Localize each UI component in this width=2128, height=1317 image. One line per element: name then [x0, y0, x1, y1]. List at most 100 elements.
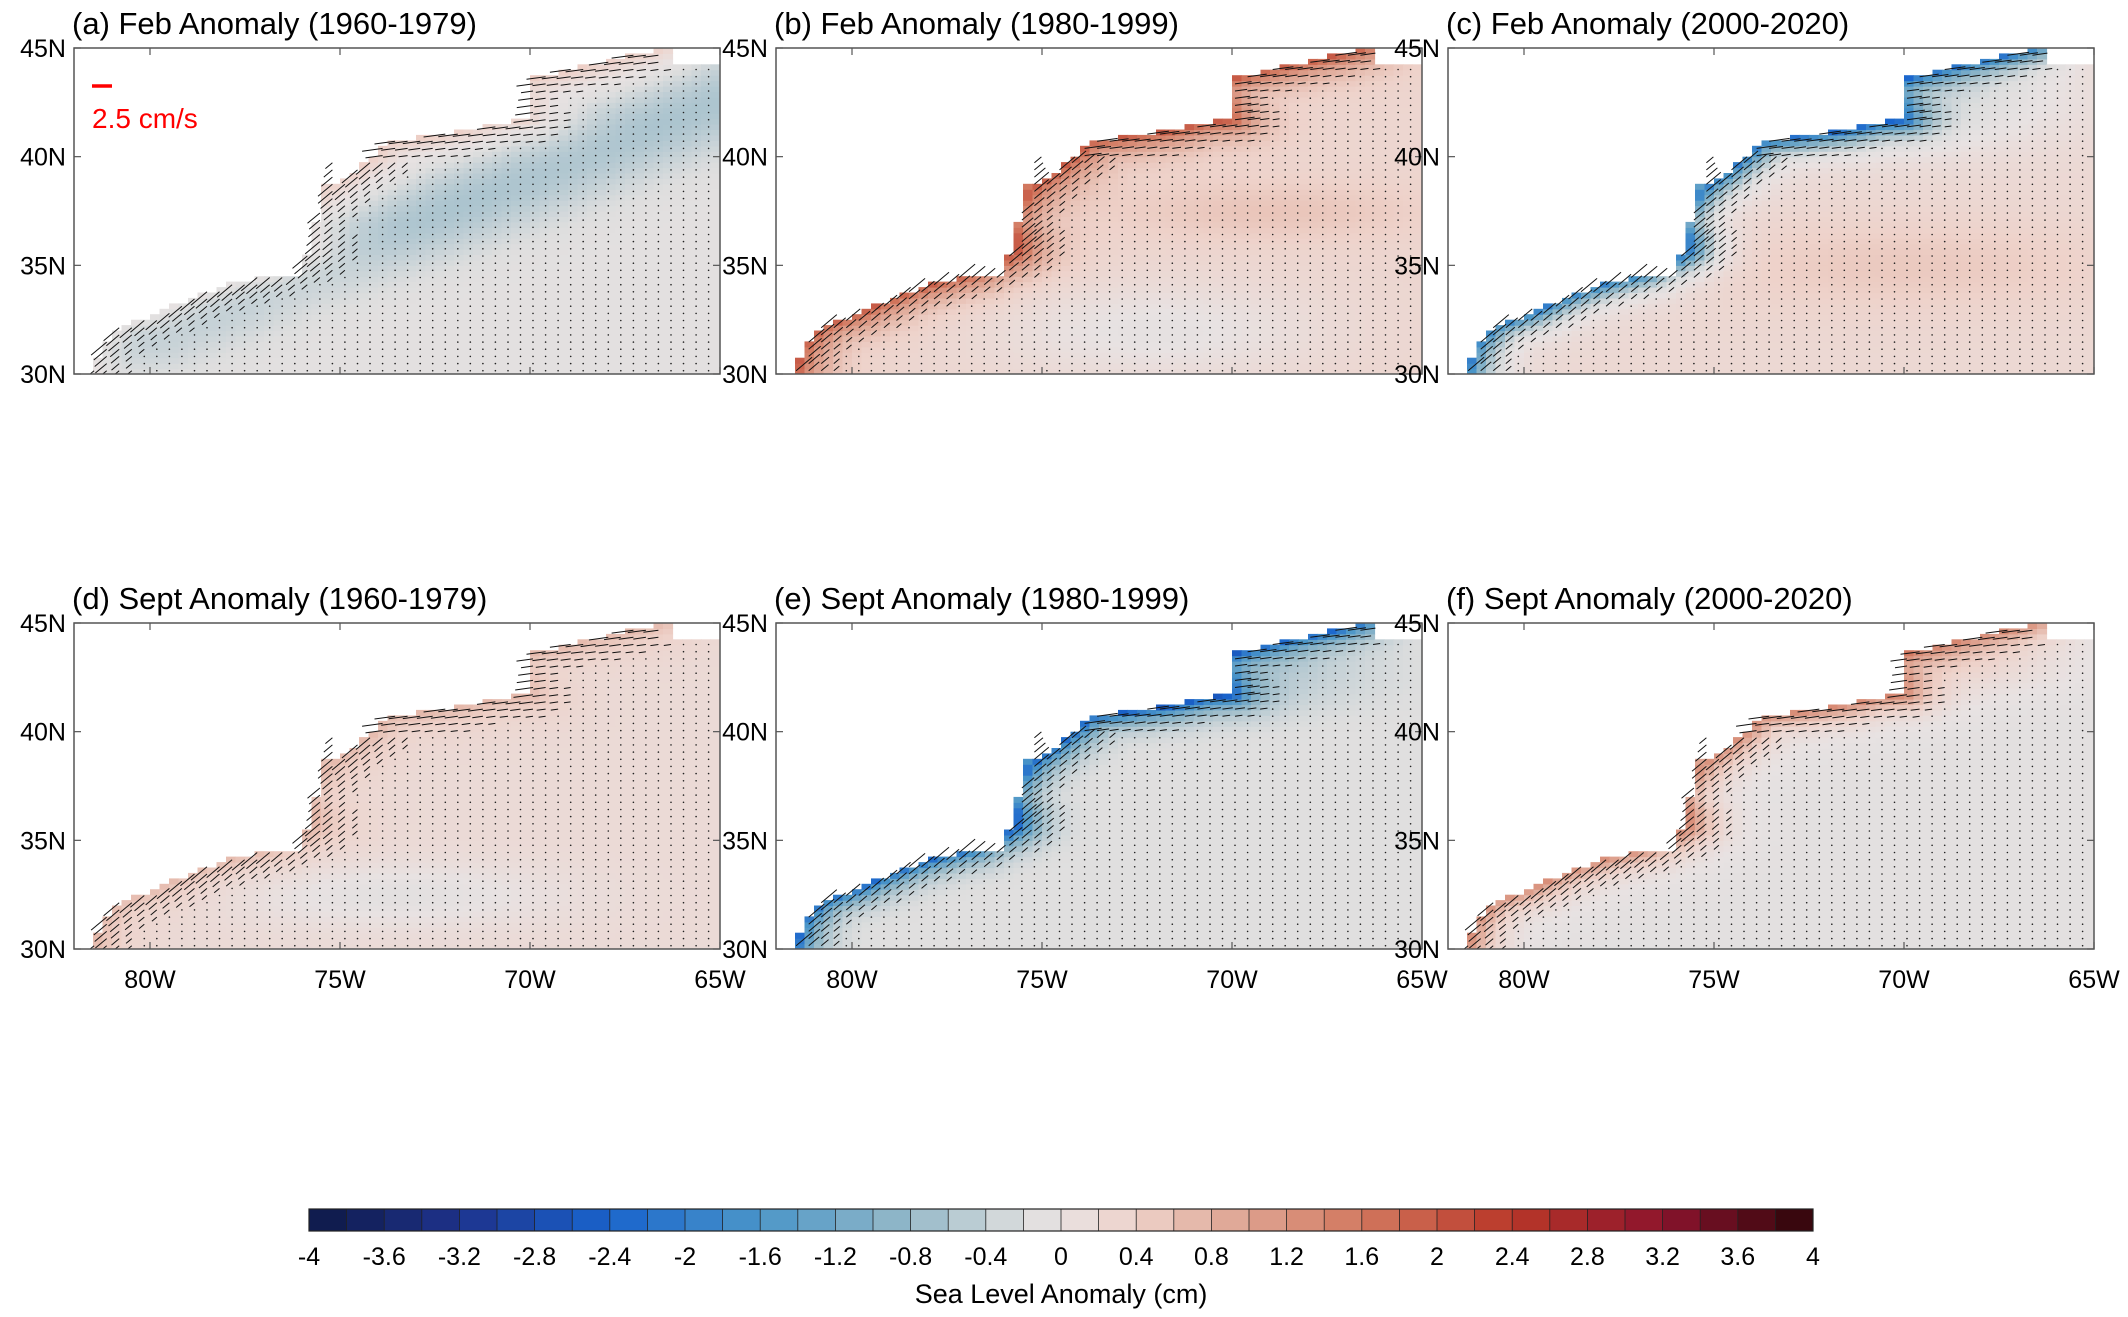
- colorbar-tick-label: 2: [1430, 1243, 1444, 1271]
- current-vectors: [89, 629, 710, 949]
- panel-frame: [775, 622, 1423, 950]
- lon-tick-label: 80W: [124, 966, 176, 994]
- colorbar-tick-label: 1.6: [1344, 1243, 1379, 1271]
- colorbar-tick-label: 2.8: [1570, 1243, 1605, 1271]
- map-panels: (a) Feb Anomaly (1960-1979)45N40N35N30N2…: [20, 6, 2120, 994]
- panel-title: (c) Feb Anomaly (2000-2020): [1446, 6, 1849, 41]
- colorbar-segment: [1737, 1209, 1776, 1231]
- colorbar-segment: [309, 1209, 347, 1231]
- colorbar-segment: [459, 1209, 498, 1231]
- colorbar-segment: [1625, 1209, 1663, 1231]
- colorbar-segment: [1512, 1209, 1551, 1231]
- colorbar-segment: [685, 1209, 723, 1231]
- colorbar-segment: [1023, 1209, 1062, 1231]
- lat-tick-label: 40N: [1394, 719, 1440, 747]
- panel-title: (b) Feb Anomaly (1980-1999): [774, 6, 1179, 41]
- colorbar-segment: [985, 1209, 1024, 1231]
- panel-title: (e) Sept Anomaly (1980-1999): [774, 581, 1189, 616]
- colorbar-tick-label: -1.6: [739, 1243, 782, 1271]
- colorbar-segment: [835, 1209, 874, 1231]
- anomaly-field: [1448, 48, 2094, 374]
- lat-tick-label: 35N: [1394, 827, 1440, 855]
- panel-title: (f) Sept Anomaly (2000-2020): [1446, 581, 1853, 616]
- colorbar-tick-label: 3.6: [1720, 1243, 1755, 1271]
- lat-tick-label: 45N: [1394, 35, 1440, 63]
- panel-f: (f) Sept Anomaly (2000-2020) 80W 75W 70W 65W…: [1394, 581, 2120, 994]
- panel-frame: [775, 47, 1423, 375]
- colorbar-segment: [1249, 1209, 1287, 1231]
- colorbar-tick-label: -2: [674, 1243, 696, 1271]
- colorbar-segment: [1437, 1209, 1475, 1231]
- anomaly-field: [1448, 623, 2094, 949]
- colorbar-tick-label: -0.8: [889, 1243, 932, 1271]
- lat-tick-label: 40N: [722, 719, 768, 747]
- colorbar-segment: [1662, 1209, 1701, 1231]
- lat-tick-label: 35N: [722, 252, 768, 280]
- current-vectors: [1467, 51, 2084, 372]
- colorbar-segment: [1587, 1209, 1626, 1231]
- colorbar-tick-label: 0.8: [1194, 1243, 1229, 1271]
- colorbar-tick-label: 1.2: [1269, 1243, 1304, 1271]
- colorbar-tick-label: -0.4: [964, 1243, 1007, 1271]
- lon-tick-label: 70W: [1206, 966, 1258, 994]
- panel-title: (d) Sept Anomaly (1960-1979): [72, 581, 487, 616]
- reference-vector-label: 2.5 cm/s: [92, 103, 198, 134]
- lon-tick-label: 80W: [826, 966, 878, 994]
- anomaly-field: [74, 623, 720, 949]
- current-vectors: [1463, 629, 2084, 949]
- colorbar-tick-label: -4: [298, 1243, 320, 1271]
- lat-tick-label: 30N: [20, 936, 66, 964]
- colorbar-tick-label: 2.4: [1495, 1243, 1530, 1271]
- lon-tick-label: 65W: [1396, 966, 1448, 994]
- colorbar-segment: [1098, 1209, 1137, 1231]
- panel-d: (d) Sept Anomaly (1960-1979) 80W 75W 70W 65W…: [20, 581, 746, 994]
- lat-tick-label: 30N: [1394, 361, 1440, 389]
- anomaly-field: [776, 623, 1422, 949]
- lon-tick-label: 80W: [1498, 966, 1550, 994]
- colorbar-segment: [384, 1209, 423, 1231]
- lat-tick-label: 45N: [722, 35, 768, 63]
- lat-tick-label: 40N: [20, 144, 66, 172]
- lat-tick-label: 30N: [1394, 936, 1440, 964]
- lat-tick-label: 35N: [20, 252, 66, 280]
- lon-tick-label: 75W: [314, 966, 366, 994]
- panel-a: (a) Feb Anomaly (1960-1979)45N 40N 35N 30N 2…: [20, 6, 721, 389]
- colorbar-tick-label: 0.4: [1119, 1243, 1154, 1271]
- lon-tick-label: 70W: [504, 966, 556, 994]
- lat-tick-label: 45N: [722, 610, 768, 638]
- colorbar-segment: [760, 1209, 799, 1231]
- colorbar-segment: [948, 1209, 987, 1231]
- colorbar-segment: [1361, 1209, 1400, 1231]
- colorbar-tick-label: 3.2: [1645, 1243, 1680, 1271]
- colorbar-tick-label: -1.2: [814, 1243, 857, 1271]
- colorbar-segment: [910, 1209, 949, 1231]
- panel-c: (c) Feb Anomaly (2000-2020)45N 40N 35N 30N: [1394, 6, 2095, 389]
- lat-tick-label: 40N: [20, 719, 66, 747]
- colorbar-segment: [1549, 1209, 1588, 1231]
- panel-frame: [1447, 622, 2095, 950]
- lat-tick-label: 45N: [20, 610, 66, 638]
- colorbar: -4 -3.6 -3.2 -2.8 -2.4 -2 -1.6 -1.2 -0.8 -0.4 0 0.4…: [298, 1208, 1820, 1309]
- colorbar-segment: [873, 1209, 911, 1231]
- colorbar-segment: [1173, 1209, 1212, 1231]
- colorbar-segment: [1324, 1209, 1363, 1231]
- colorbar-segment: [1211, 1209, 1250, 1231]
- colorbar-tick-label: -2.8: [513, 1243, 556, 1271]
- anomaly-field: [74, 48, 720, 374]
- lat-tick-label: 35N: [722, 827, 768, 855]
- panel-e: (e) Sept Anomaly (1980-1999) 80W 75W 70W 65W…: [722, 581, 1448, 994]
- current-vectors: [89, 54, 710, 374]
- lat-tick-label: 40N: [722, 144, 768, 172]
- lat-tick-label: 45N: [20, 35, 66, 63]
- colorbar-segment: [572, 1209, 611, 1231]
- colorbar-tick-label: -2.4: [588, 1243, 631, 1271]
- colorbar-tick-label: -3.2: [438, 1243, 481, 1271]
- lat-tick-label: 40N: [1394, 144, 1440, 172]
- panel-frame: [1447, 47, 2095, 375]
- panel-b: (b) Feb Anomaly (1980-1999)45N 40N 35N 30N: [722, 6, 1423, 389]
- lat-tick-label: 30N: [722, 936, 768, 964]
- anomaly-field: [776, 48, 1422, 374]
- colorbar-segment: [1700, 1209, 1739, 1231]
- panel-frame: [73, 47, 721, 375]
